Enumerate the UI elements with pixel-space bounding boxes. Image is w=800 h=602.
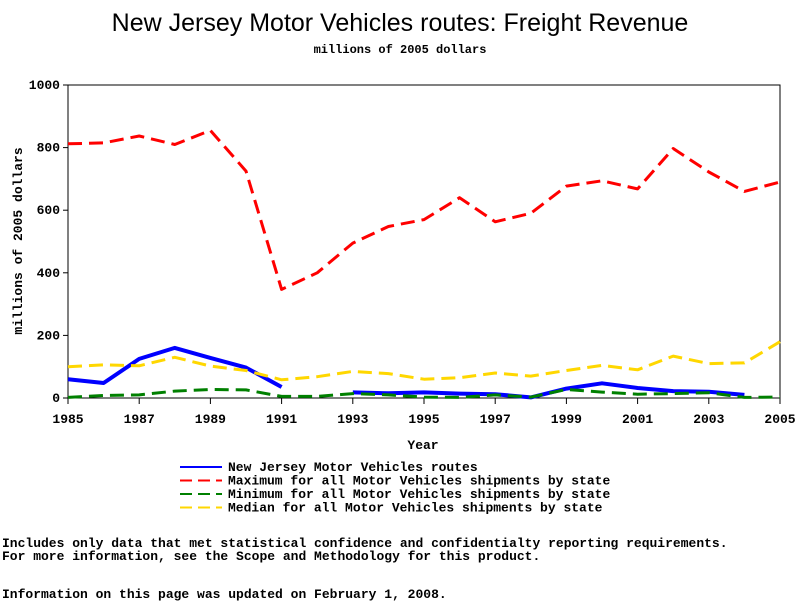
legend: New Jersey Motor Vehicles routesMaximum … (180, 460, 610, 516)
x-tick-label: 2005 (764, 412, 795, 427)
x-tick-label: 1997 (480, 412, 511, 427)
footnote-updated: Information on this page was updated on … (2, 587, 447, 602)
x-axis-label: Year (407, 438, 438, 453)
legend-label: New Jersey Motor Vehicles routes (228, 460, 478, 475)
x-tick-label: 1987 (124, 412, 155, 427)
series-line-3-segment-0 (67, 340, 781, 382)
y-tick-label: 400 (37, 266, 61, 281)
x-tick-label: 1995 (408, 412, 439, 427)
y-tick-label: 1000 (29, 78, 60, 93)
series-group (67, 128, 781, 400)
x-tick-label: 1985 (52, 412, 83, 427)
y-tick-label: 800 (37, 141, 61, 156)
series-line-2-segment-0 (67, 388, 781, 399)
x-tick-label: 1993 (337, 412, 368, 427)
x-tick-label: 1991 (266, 412, 297, 427)
x-axis: 1985 1987 1989 1991 1993 1995 1997 1999 2001 2003… (52, 398, 796, 427)
x-tick-label: 2001 (622, 412, 653, 427)
footnote-confidence: Includes only data that met statistical … (2, 536, 728, 551)
y-tick-label: 600 (37, 203, 61, 218)
y-axis: 0 200 400 600 800 1000 (29, 78, 68, 406)
x-tick-label: 1989 (195, 412, 226, 427)
legend-label: Maximum for all Motor Vehicles shipments… (228, 474, 610, 489)
y-axis-label: millions of 2005 dollars (11, 147, 26, 334)
footnote-methodology: For more information, see the Scope and … (2, 549, 541, 564)
y-tick-label: 200 (37, 328, 61, 343)
x-tick-label: 2003 (693, 412, 724, 427)
series-line-0-segment-0 (67, 345, 283, 389)
series-line-1-segment-0 (67, 128, 781, 291)
legend-label: Median for all Motor Vehicles shipments … (228, 501, 603, 516)
series-line-0-segment-1 (352, 381, 745, 400)
plot-area-frame (67, 84, 781, 399)
chart-subtitle: millions of 2005 dollars (314, 43, 487, 57)
x-tick-label: 1999 (551, 412, 582, 427)
legend-label: Minimum for all Motor Vehicles shipments… (228, 487, 610, 502)
chart-title: New Jersey Motor Vehicles routes: Freigh… (112, 9, 689, 37)
y-tick-label: 0 (52, 391, 60, 406)
